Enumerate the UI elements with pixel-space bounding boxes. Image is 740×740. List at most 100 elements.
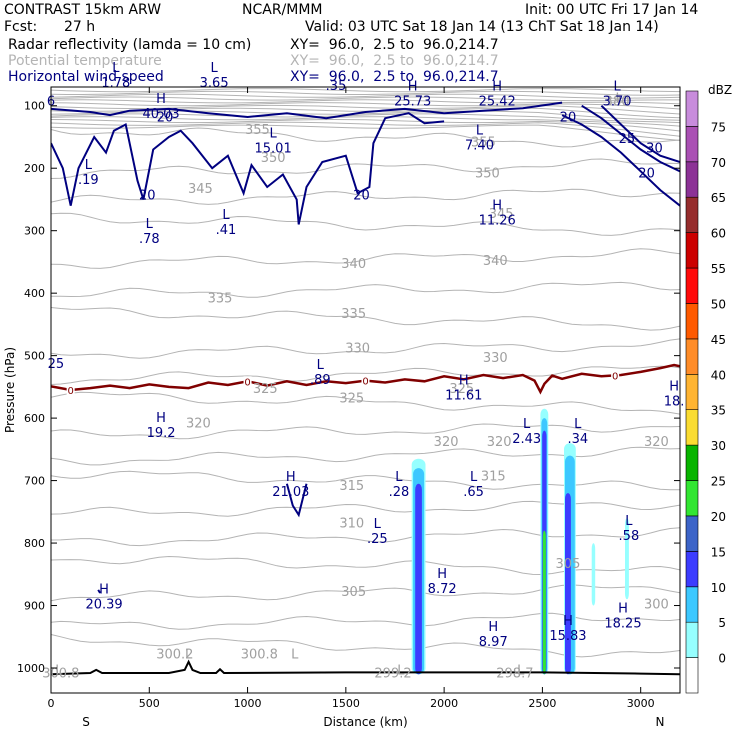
colorbar-level-label: 10 xyxy=(711,581,726,595)
wind-extremum-type: L xyxy=(146,217,154,232)
field-name-theta: Potential temperature xyxy=(8,53,162,69)
theta-contour-lines xyxy=(51,88,680,658)
y-tick-label: 900 xyxy=(24,600,45,613)
theta-label: 355 xyxy=(245,123,270,138)
forecast-label: Fcst: xyxy=(4,19,38,35)
theta-minmax-mark: L xyxy=(55,663,63,678)
x-tick-label: 3000 xyxy=(627,697,655,710)
theta-contour xyxy=(51,612,680,630)
theta-label: 335 xyxy=(341,307,366,322)
field-xy-reflectivity: XY= 96.0, 2.5 to 96.0,214.7 xyxy=(290,37,499,53)
wind-extremum-type: L xyxy=(523,417,531,432)
contour-labels: 380 355 355 350 350 345 345 340 340 335 335 330 330 3… xyxy=(42,61,684,681)
theta-label: 315 xyxy=(339,479,364,494)
colorbar-level-label: 0 xyxy=(718,652,726,666)
wind-contour xyxy=(97,589,101,594)
field-xy-wind: XY= 96.0, 2.5 to 96.0,214.7 xyxy=(290,69,499,85)
wind-extremum-value: .58 xyxy=(619,529,640,544)
colorbar-level-label: 15 xyxy=(711,545,726,559)
theta-label: 325 xyxy=(339,391,364,406)
freezing-level-label: 0 xyxy=(612,371,618,382)
wind-extremum-type: H xyxy=(492,198,502,213)
x-tick-label: 2500 xyxy=(528,697,556,710)
colorbar-level-label: 5 xyxy=(718,616,726,630)
wind-extremum-value: 40.03 xyxy=(142,107,179,122)
colorbar-swatch xyxy=(685,373,699,410)
wind-extremum-value: 2.43 xyxy=(512,432,541,447)
reflectivity-column xyxy=(625,518,629,600)
theta-label: 325 xyxy=(253,382,278,397)
wind-label: 20 xyxy=(157,110,174,125)
colorbar-level-label: 30 xyxy=(711,439,726,453)
wind-extremum-value: .19 xyxy=(78,173,99,188)
wind-extremum-type: L xyxy=(211,61,219,76)
theta-label: 350 xyxy=(475,167,500,182)
wind-extremum-type: L xyxy=(574,417,582,432)
colorbar-swatch xyxy=(685,338,699,375)
theta-label: 300.8 xyxy=(241,648,278,663)
field-name-wind: Horizontal wind speed xyxy=(8,69,164,85)
wind-extremum-value: 25.73 xyxy=(394,95,431,110)
theta-contour xyxy=(51,93,680,99)
colorbar-unit: dBZ xyxy=(708,83,732,97)
theta-label: 320 xyxy=(186,416,211,431)
x-axis-label: Distance (km) xyxy=(323,715,407,729)
wind-extremum-type: L xyxy=(317,358,325,373)
wind-extremum-value: .78 xyxy=(139,232,160,247)
theta-label: 340 xyxy=(341,257,366,272)
freezing-level-label: 0 xyxy=(362,377,368,388)
wind-extremum-type: L xyxy=(470,470,478,485)
x-tick-label: 0 xyxy=(48,697,55,710)
theta-label: 300.2 xyxy=(156,648,193,663)
model-title: CONTRAST 15km ARW xyxy=(4,2,162,18)
theta-contour xyxy=(51,365,680,385)
wind-extremum-type: H xyxy=(488,620,498,635)
wind-contour xyxy=(561,114,680,207)
colorbar-swatch xyxy=(685,480,699,517)
wind-extremum-type: H xyxy=(437,567,447,582)
wind-label: 20 xyxy=(139,188,156,203)
colorbar-swatch xyxy=(685,515,699,552)
reflectivity-column xyxy=(542,530,546,675)
colorbar-swatch xyxy=(685,586,699,623)
x-tick-label: 1000 xyxy=(234,697,262,710)
field-name-reflectivity: Radar reflectivity (lamda = 10 cm) xyxy=(8,37,252,53)
reflectivity-column xyxy=(591,543,596,606)
theta-contour xyxy=(51,118,680,132)
wind-contour xyxy=(51,101,563,120)
wind-extremum-value: 21.03 xyxy=(272,485,309,500)
x-tick-label: 2000 xyxy=(430,697,458,710)
wind-extremum-value: 15.83 xyxy=(549,629,586,644)
wind-extremum-value: 25.42 xyxy=(479,95,516,110)
theta-contour xyxy=(51,470,680,491)
theta-minmax-mark: L xyxy=(185,648,193,663)
colorbar-swatch xyxy=(685,621,699,658)
theta-contour xyxy=(51,527,680,547)
reflectivity-shading xyxy=(411,408,629,675)
theta-contour xyxy=(51,96,680,102)
colorbar-level-label: 50 xyxy=(711,297,726,311)
colorbar-level-label: 65 xyxy=(711,191,726,205)
wind-extremum-type: H xyxy=(669,380,679,395)
theta-contour xyxy=(51,281,680,298)
freezing-label-bg xyxy=(361,375,370,386)
theta-contour xyxy=(51,113,680,124)
colorbar-level-label: 60 xyxy=(711,227,726,241)
theta-label: 330 xyxy=(483,351,508,366)
theta-label: 305 xyxy=(556,557,581,572)
wind-extremum-value: 18.25 xyxy=(604,616,641,631)
colorbar: dBZ 0 5 10 15 20 25 30 35 40 45 50 55 60 65 70 75 xyxy=(685,83,732,694)
organization-title: NCAR/MMM xyxy=(242,2,323,18)
wind-label: 25 xyxy=(48,357,65,372)
wind-extremum-type: H xyxy=(459,373,469,388)
north-label: N xyxy=(656,715,665,729)
wind-extremum-type: L xyxy=(374,517,382,532)
colorbar-level-label: 40 xyxy=(711,368,726,382)
theta-label: 345 xyxy=(489,207,514,222)
theta-label: 320 xyxy=(644,435,669,450)
theta-label: 335 xyxy=(208,292,233,307)
wind-extremum-value: 3.70 xyxy=(603,95,632,110)
wind-extremum-type: L xyxy=(85,158,93,173)
colorbar-swatch xyxy=(685,126,699,163)
